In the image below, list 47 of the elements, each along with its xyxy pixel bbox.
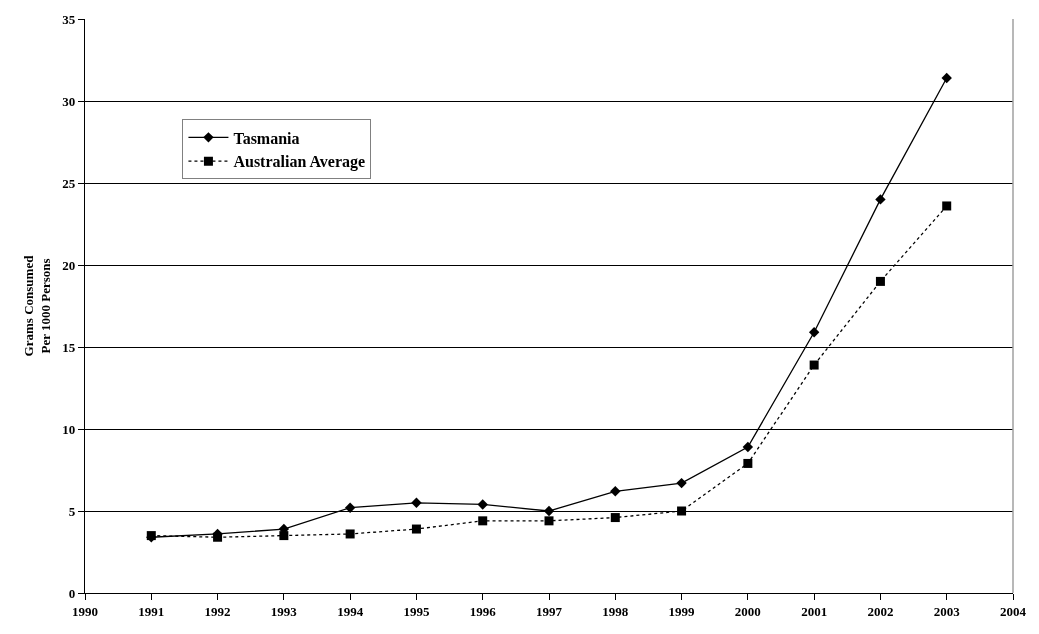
point — [478, 516, 488, 526]
point — [411, 524, 421, 534]
point — [742, 441, 754, 453]
y-tick-label: 0 — [68, 585, 76, 601]
point — [411, 497, 422, 508]
x-tick-label: 1992 — [204, 603, 231, 619]
point — [743, 458, 753, 468]
x-tick-label: 1999 — [668, 603, 696, 619]
y-tick-label: 35 — [62, 11, 76, 27]
point — [610, 486, 621, 497]
point — [344, 502, 356, 513]
point — [875, 194, 886, 205]
point — [676, 477, 687, 489]
point — [677, 506, 687, 516]
y-tick-label: 25 — [62, 175, 76, 191]
y-tick-label: 30 — [62, 93, 76, 109]
point — [610, 513, 620, 523]
y-tick-label: 10 — [62, 421, 76, 437]
point — [213, 532, 223, 542]
x-tick-label: 2001 — [801, 603, 828, 619]
x-tick-label: 2000 — [734, 603, 761, 619]
legend-label: Tasmania — [233, 129, 300, 147]
x-tick-label: 2002 — [867, 603, 894, 619]
x-tick-label: 1996 — [469, 603, 497, 619]
y-tick-label: 15 — [62, 339, 76, 355]
x-tick-label: 2004 — [1000, 603, 1027, 619]
y-tick-label: 20 — [62, 257, 76, 273]
x-tick-label: 1998 — [602, 603, 629, 619]
x-tick-label: 1993 — [270, 603, 298, 619]
point — [279, 531, 289, 541]
y-axis-title: Grams Consumed Per 1000 Persons — [21, 254, 54, 357]
point — [875, 276, 885, 286]
x-tick-label: 2003 — [933, 603, 961, 619]
y-tick-label: 5 — [68, 503, 76, 519]
point — [544, 516, 554, 526]
point — [477, 499, 488, 510]
x-tick-label: 1997 — [536, 603, 563, 619]
point — [809, 360, 819, 370]
x-tick-label: 1990 — [72, 603, 98, 619]
x-tick-label: 1995 — [403, 603, 430, 619]
x-tick-label: 1994 — [337, 603, 364, 619]
legend-label: Australian Average — [233, 153, 366, 172]
point — [345, 529, 355, 539]
point — [942, 201, 952, 211]
x-tick-label: 1991 — [138, 603, 165, 619]
point — [941, 72, 952, 84]
point — [808, 327, 820, 338]
